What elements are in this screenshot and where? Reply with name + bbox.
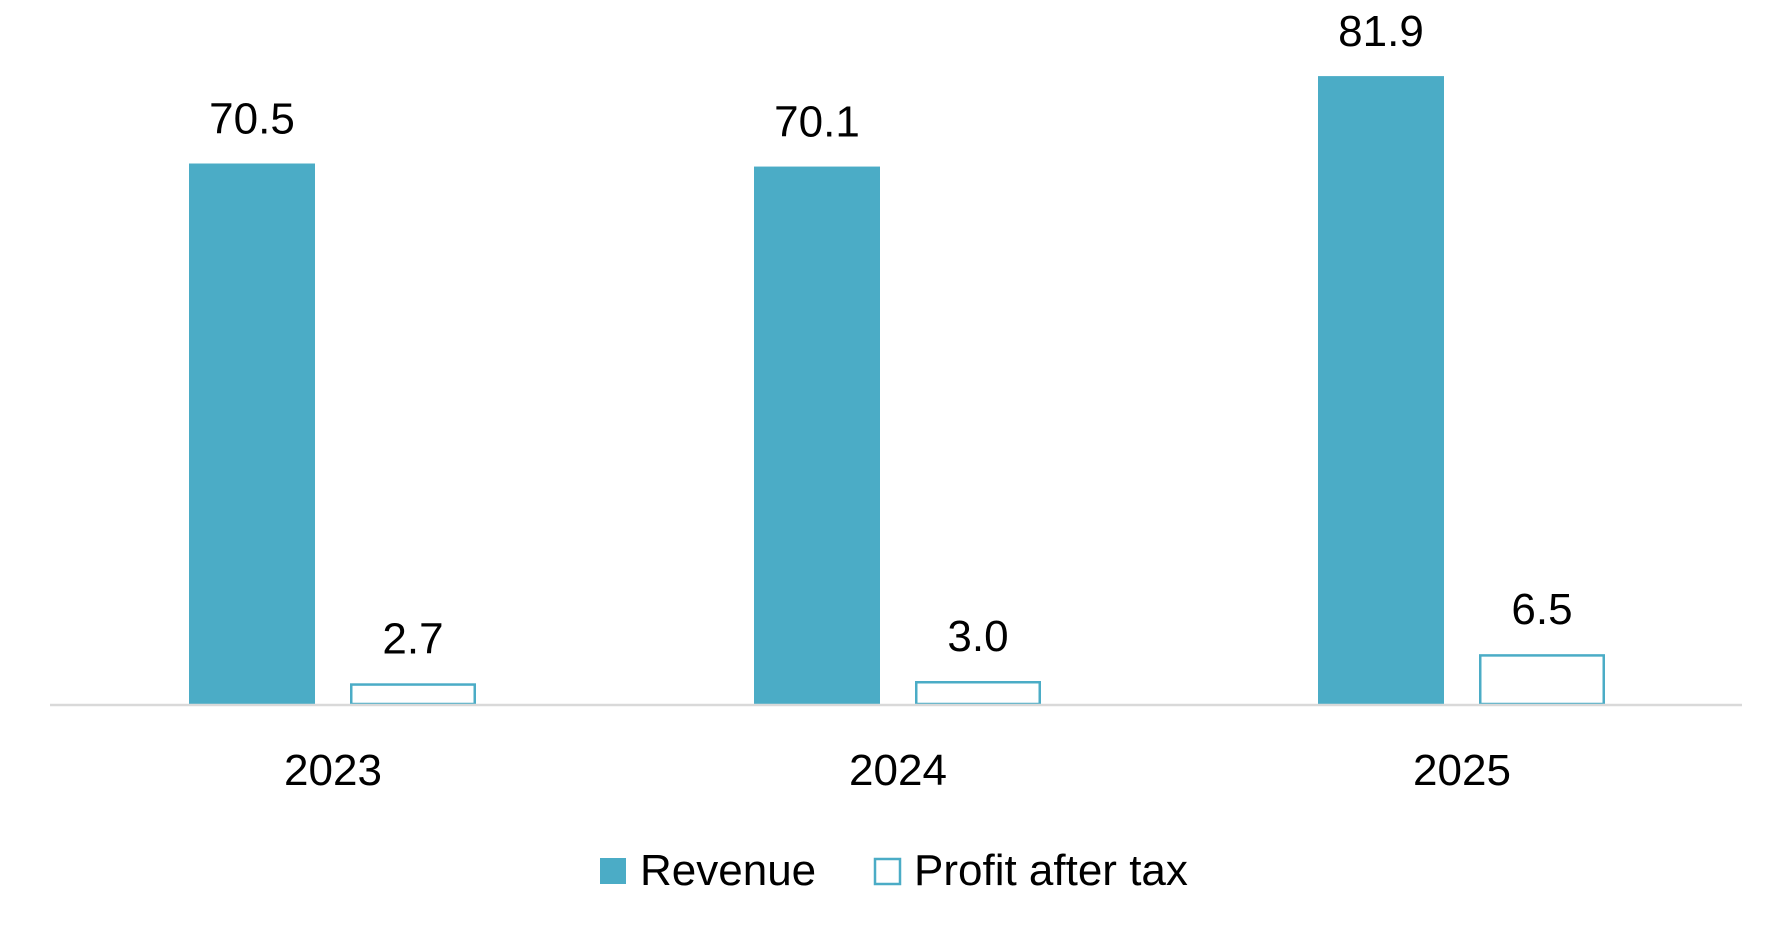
bar-profit-after-tax-2025 [1479,654,1605,706]
x-tick-label-2023: 2023 [284,746,382,795]
legend-label-profit-after-tax: Profit after tax [914,846,1188,895]
value-label-revenue-2023: 70.5 [209,95,295,144]
bar-profit-after-tax-2023 [350,683,476,706]
x-tick-label-2025: 2025 [1413,746,1511,795]
value-label-profit-after-tax-2025: 6.5 [1511,585,1572,634]
bar-revenue-2024 [754,166,880,705]
value-label-profit-after-tax-2024: 3.0 [947,612,1008,661]
bar-revenue-2025 [1318,76,1444,705]
legend: Revenue Profit after tax [600,846,1188,895]
value-label-revenue-2025: 81.9 [1338,7,1424,56]
value-label-revenue-2024: 70.1 [774,98,860,147]
legend-swatch-revenue [600,858,626,884]
x-tick-labels-layer: 2023 2024 2025 [284,746,1511,795]
legend-swatch-profit-after-tax [873,857,902,886]
value-label-profit-after-tax-2023: 2.7 [382,614,443,663]
bar-revenue-2023 [189,163,315,704]
bars-layer [189,76,1605,706]
value-labels-layer: 70.5 70.1 81.9 2.7 3.0 6.5 [209,7,1572,663]
bar-profit-after-tax-2024 [915,681,1041,706]
legend-label-revenue: Revenue [640,846,816,895]
x-tick-label-2024: 2024 [849,746,947,795]
